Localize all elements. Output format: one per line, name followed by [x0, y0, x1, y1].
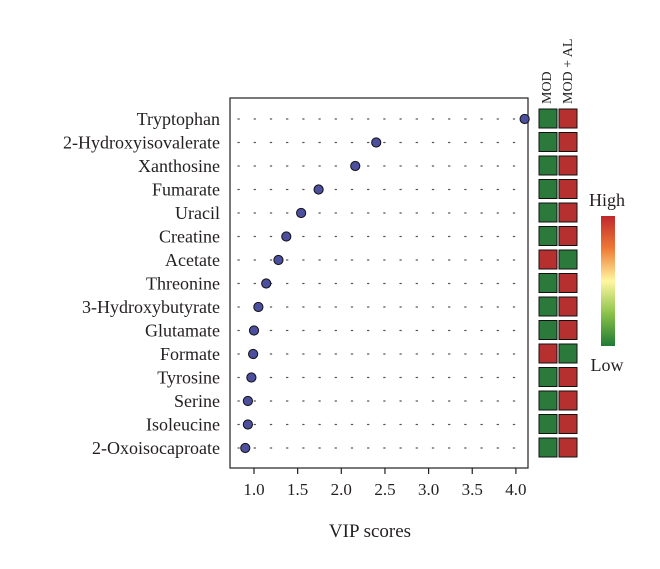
y-tick-label: Xanthosine — [138, 156, 220, 176]
heatmap-cell — [538, 132, 558, 152]
data-point — [248, 325, 260, 336]
heatmap-column-headers: MOD MOD + AL — [540, 39, 576, 104]
y-tick-label: 3-Hydroxybutyrate — [82, 297, 220, 317]
y-tick-label: Acetate — [165, 250, 220, 270]
heatmap-cell — [558, 390, 578, 411]
data-point — [313, 184, 324, 195]
y-tick-label: Tyrosine — [157, 368, 220, 388]
data-point — [281, 231, 292, 242]
heatmap-cell — [538, 437, 558, 458]
heatmap-cell — [538, 343, 558, 364]
heatmap-header-mod: MOD — [540, 71, 555, 104]
heatmap-cell — [558, 179, 578, 199]
heatmap-cell — [538, 202, 558, 223]
heatmap-cell — [538, 249, 558, 270]
x-tick-label: 2.0 — [331, 480, 352, 499]
y-tick-label: Uracil — [175, 203, 220, 223]
y-tick-label: 2-Hydroxyisovalerate — [63, 133, 220, 153]
colorbar — [601, 216, 615, 346]
heatmap-cell — [558, 249, 578, 270]
data-point — [246, 372, 257, 383]
data-point — [371, 137, 382, 148]
data-point — [273, 254, 284, 266]
heatmap-cell — [538, 320, 558, 340]
heatmap-cell — [538, 108, 558, 129]
data-point — [261, 278, 272, 289]
x-axis-label: VIP scores — [329, 521, 411, 542]
data-point — [242, 395, 253, 407]
heatmap — [538, 108, 578, 458]
data-point — [296, 207, 307, 219]
heatmap-cell — [558, 202, 578, 223]
y-tick-label: Tryptophan — [137, 109, 220, 129]
x-tick-label: 1.5 — [287, 480, 308, 499]
heatmap-cell — [558, 155, 578, 176]
heatmap-cell — [538, 179, 558, 199]
plot-frame — [229, 97, 529, 469]
heatmap-cell — [558, 414, 578, 434]
heatmap-cell — [558, 296, 578, 317]
y-tick-label: Serine — [174, 391, 220, 411]
heatmap-cell — [558, 132, 578, 152]
x-axis-ticks: 1.0 1.5 2.0 2.5 3.0 3.5 4.0 — [243, 468, 527, 499]
heatmap-cell — [538, 414, 558, 434]
heatmap-cell — [538, 390, 558, 411]
heatmap-cell — [558, 367, 578, 387]
heatmap-cell — [538, 226, 558, 246]
data-point — [519, 113, 530, 125]
heatmap-cell — [558, 273, 578, 293]
colorbar-high-label: High — [589, 190, 625, 210]
heatmap-cell — [558, 226, 578, 246]
x-tick-label: 4.0 — [505, 480, 526, 499]
heatmap-cell — [538, 273, 558, 293]
x-tick-label: 3.5 — [462, 480, 483, 499]
x-tick-label: 1.0 — [243, 480, 264, 499]
heatmap-cell — [538, 367, 558, 387]
data-point — [253, 301, 264, 313]
heatmap-cell — [538, 296, 558, 317]
x-tick-label: 2.5 — [374, 480, 395, 499]
y-axis-labels: Tryptophan 2-Hydroxyisovalerate Xanthosine… — [63, 109, 220, 458]
heatmap-cell — [558, 343, 578, 364]
heatmap-header-mod-al: MOD + AL — [561, 39, 576, 104]
colorbar-low-label: Low — [591, 355, 624, 375]
data-points — [240, 113, 530, 454]
heatmap-cell — [558, 437, 578, 458]
heatmap-cell — [558, 320, 578, 340]
y-tick-label: 2-Oxoisocaproate — [92, 438, 220, 458]
y-tick-label: Formate — [160, 344, 220, 364]
y-tick-label: Glutamate — [145, 321, 220, 341]
y-tick-label: Creatine — [159, 227, 220, 247]
y-tick-label: Fumarate — [152, 180, 220, 200]
heatmap-cell — [558, 108, 578, 129]
data-point — [240, 442, 251, 454]
heatmap-cell — [538, 155, 558, 176]
data-point — [242, 419, 253, 430]
data-point — [350, 160, 361, 172]
data-point — [248, 348, 259, 360]
x-tick-label: 3.0 — [418, 480, 439, 499]
y-tick-label: Threonine — [146, 274, 220, 294]
y-tick-label: Isoleucine — [146, 415, 220, 435]
row-gridlines — [237, 118, 523, 449]
